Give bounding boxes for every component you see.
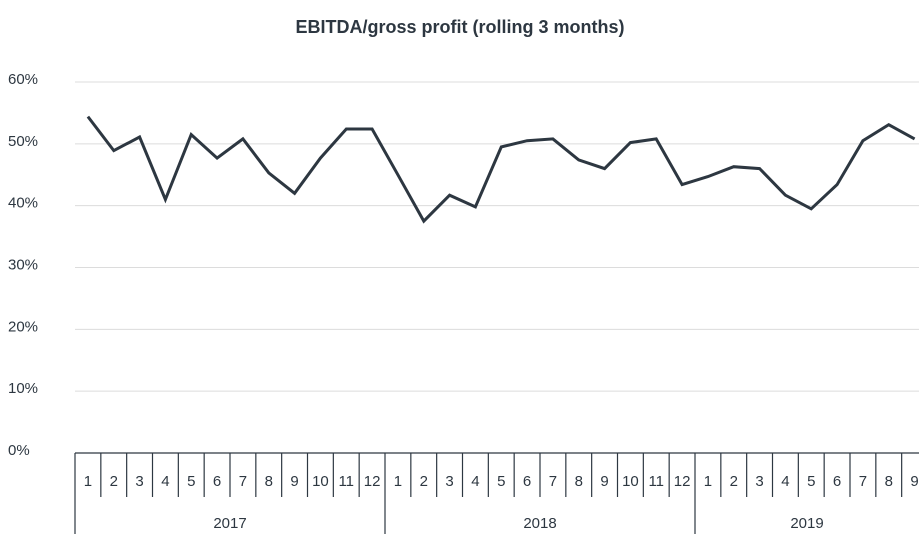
year-label: 2019 [790, 515, 823, 532]
x-tick-label: 2 [110, 473, 118, 490]
y-tick-label: 20% [8, 318, 38, 335]
line [86, 115, 916, 224]
x-tick-label: 12 [674, 473, 691, 490]
x-tick-label: 10 [312, 473, 329, 490]
x-tick-label: 2 [420, 473, 428, 490]
x-tick-label: 1 [704, 473, 712, 490]
x-tick-label: 2 [730, 473, 738, 490]
x-tick-label: 3 [445, 473, 453, 490]
x-tick-label: 5 [807, 473, 815, 490]
x-tick-label: 4 [471, 473, 479, 490]
x-tick-label: 7 [549, 473, 557, 490]
year-label: 2017 [213, 515, 246, 532]
x-tick-label: 4 [781, 473, 789, 490]
x-tick-label: 6 [523, 473, 531, 490]
y-tick-label: 40% [8, 195, 38, 212]
x-tick-label: 11 [648, 473, 664, 490]
x-tick-label: 8 [265, 473, 273, 490]
year-label: 2018 [523, 515, 556, 532]
x-tick-label: 7 [239, 473, 247, 490]
x-tick-label: 5 [497, 473, 505, 490]
x-tick-label: 11 [338, 473, 354, 490]
x-tick-label: 9 [910, 473, 918, 490]
x-tick-label: 12 [364, 473, 381, 490]
y-tick-label: 50% [8, 133, 38, 150]
x-tick-label: 6 [833, 473, 841, 490]
y-tick-label: 60% [8, 71, 38, 88]
chart-title: EBITDA/gross profit (rolling 3 months) [296, 17, 625, 37]
x-tick-label: 3 [135, 473, 143, 490]
x-tick-label: 4 [161, 473, 169, 490]
x-tick-label: 6 [213, 473, 221, 490]
x-tick-label: 5 [187, 473, 195, 490]
x-tick-label: 1 [394, 473, 402, 490]
x-tick-label: 7 [859, 473, 867, 490]
x-tick-label: 8 [575, 473, 583, 490]
x-tick-label: 10 [622, 473, 639, 490]
x-tick-label: 3 [755, 473, 763, 490]
y-tick-label: 30% [8, 256, 38, 273]
x-tick-label: 8 [885, 473, 893, 490]
x-tick-label: 9 [290, 473, 298, 490]
y-tick-label: 0% [8, 442, 30, 459]
y-tick-label: 10% [8, 380, 38, 397]
x-tick-label: 1 [84, 473, 92, 490]
x-tick-label: 9 [600, 473, 608, 490]
